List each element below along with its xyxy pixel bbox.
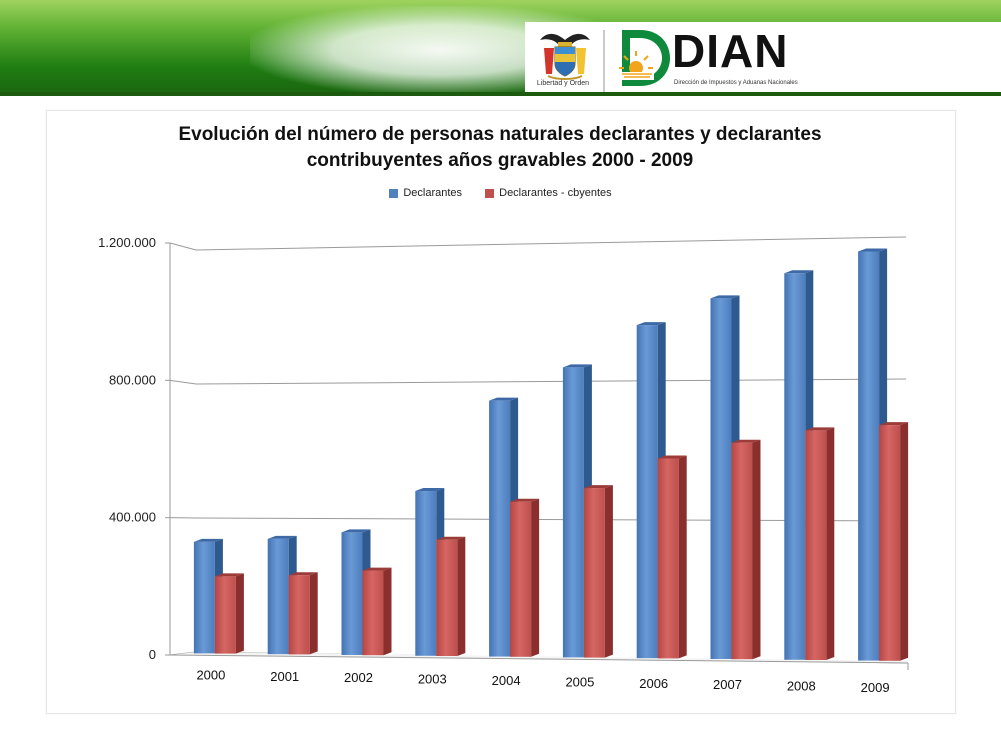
bar-side — [678, 455, 687, 659]
bar-top — [636, 322, 666, 326]
bar-contribuyentes-2001 — [288, 572, 318, 655]
dian-emblem-icon — [614, 28, 672, 88]
legend-swatch-declarantes — [389, 188, 399, 198]
bar-contribuyentes-2002 — [362, 567, 392, 656]
x-tick-label-2000: 2000 — [196, 667, 225, 682]
bar-front — [510, 501, 532, 657]
bar-contribuyentes-2009 — [879, 422, 909, 661]
x-axis-line — [169, 654, 909, 664]
bar-top — [510, 498, 540, 502]
bar-top — [562, 364, 592, 368]
bar-top — [731, 439, 761, 443]
bar-front — [362, 570, 384, 656]
x-tick-label-2004: 2004 — [492, 673, 521, 688]
bar-front — [214, 576, 236, 654]
bar-front — [710, 298, 732, 659]
bar-top — [784, 270, 814, 274]
bar-top — [489, 397, 519, 401]
bar-side — [531, 498, 540, 657]
bar-front — [562, 367, 584, 658]
bar-contribuyentes-2000 — [214, 573, 244, 654]
bar-side — [457, 536, 466, 657]
x-tick-label-2009: 2009 — [861, 680, 890, 695]
chart-legend: Declarantes Declarantes - cbyentes — [0, 187, 1001, 199]
gridline — [195, 236, 907, 251]
bar-front — [657, 458, 679, 659]
x-tick-label-2003: 2003 — [418, 672, 447, 687]
chart-title-line-2: contribuyentes años gravables 2000 - 200… — [306, 150, 694, 171]
y-tick-label: 0 — [149, 647, 156, 662]
x-tick-label-2006: 2006 — [639, 676, 668, 691]
bar-top — [341, 529, 371, 533]
bar-front — [193, 541, 215, 654]
bar-side — [309, 572, 318, 655]
bar-front — [436, 539, 458, 657]
dian-logo-text: DIAN — [672, 25, 789, 77]
bar-front — [879, 425, 901, 661]
gridline-connector — [169, 242, 197, 251]
bar-side — [900, 422, 909, 661]
legend-item-contribuyentes: Declarantes - cbyentes — [485, 187, 612, 199]
bar-front — [341, 532, 363, 655]
chart-title-line-1: Evolución del número de personas natural… — [178, 124, 822, 145]
x-tick-label-2001: 2001 — [270, 669, 299, 684]
bar-contribuyentes-2005 — [583, 485, 613, 658]
bar-contribuyentes-2004 — [510, 498, 540, 657]
legend-label-declarantes: Declarantes — [403, 187, 463, 200]
legend-swatch-contribuyentes — [485, 188, 495, 198]
y-tick-label: 400.000 — [109, 510, 156, 525]
coat-of-arms-icon — [530, 26, 600, 92]
gridline-connector — [169, 379, 197, 385]
bar-front — [858, 251, 880, 661]
chart-title: Evolución del número de personas natural… — [100, 122, 900, 174]
bar-top — [362, 567, 392, 571]
bar-front — [583, 488, 605, 658]
bar-front — [415, 491, 437, 656]
bar-top — [858, 248, 888, 252]
bar-contribuyentes-2007 — [731, 439, 761, 660]
logo-separator — [603, 30, 605, 92]
x-tick-label-2008: 2008 — [787, 679, 816, 694]
crest-caption: Libertad y Orden — [536, 80, 590, 87]
bar-top — [193, 538, 223, 542]
bar-top — [879, 422, 909, 426]
bar-side — [826, 427, 835, 661]
bar-front — [731, 442, 753, 660]
bar-contribuyentes-2006 — [657, 455, 687, 659]
x-tick-label-2005: 2005 — [565, 674, 594, 689]
bar-top — [657, 455, 687, 459]
bar-top — [288, 572, 318, 576]
legend-item-declarantes: Declarantes — [389, 187, 462, 199]
bar-front — [636, 325, 658, 659]
bar-contribuyentes-2008 — [805, 427, 835, 661]
bar-top — [805, 427, 835, 431]
x-tick-label-2002: 2002 — [344, 670, 373, 685]
bar-front — [784, 273, 806, 660]
chart-area — [46, 110, 956, 714]
bar-top — [436, 536, 466, 540]
bar-contribuyentes-2003 — [436, 536, 466, 657]
y-tick-label: 800.000 — [109, 372, 156, 387]
bar-top — [710, 295, 740, 299]
banner-shadow — [0, 92, 1001, 96]
bar-side — [235, 573, 244, 654]
bar-top — [214, 573, 244, 577]
x-tick-label-2007: 2007 — [713, 677, 742, 692]
bar-top — [267, 535, 297, 539]
bar-side — [383, 567, 392, 656]
bar-front — [489, 400, 511, 657]
bar-top — [415, 488, 445, 492]
legend-label-contribuyentes: Declarantes - cbyentes — [499, 187, 612, 200]
bar-front — [267, 538, 289, 655]
bar-top — [583, 485, 613, 489]
bar-front — [805, 430, 827, 661]
bar-side — [604, 485, 613, 658]
y-tick-label: 1.200.000 — [98, 235, 156, 250]
bar-front — [288, 575, 310, 655]
bar-side — [752, 439, 761, 660]
bar-declarantes-2009 — [858, 248, 888, 661]
dian-logo-subtitle: Dirección de Impuestos y Aduanas Naciona… — [674, 80, 798, 86]
